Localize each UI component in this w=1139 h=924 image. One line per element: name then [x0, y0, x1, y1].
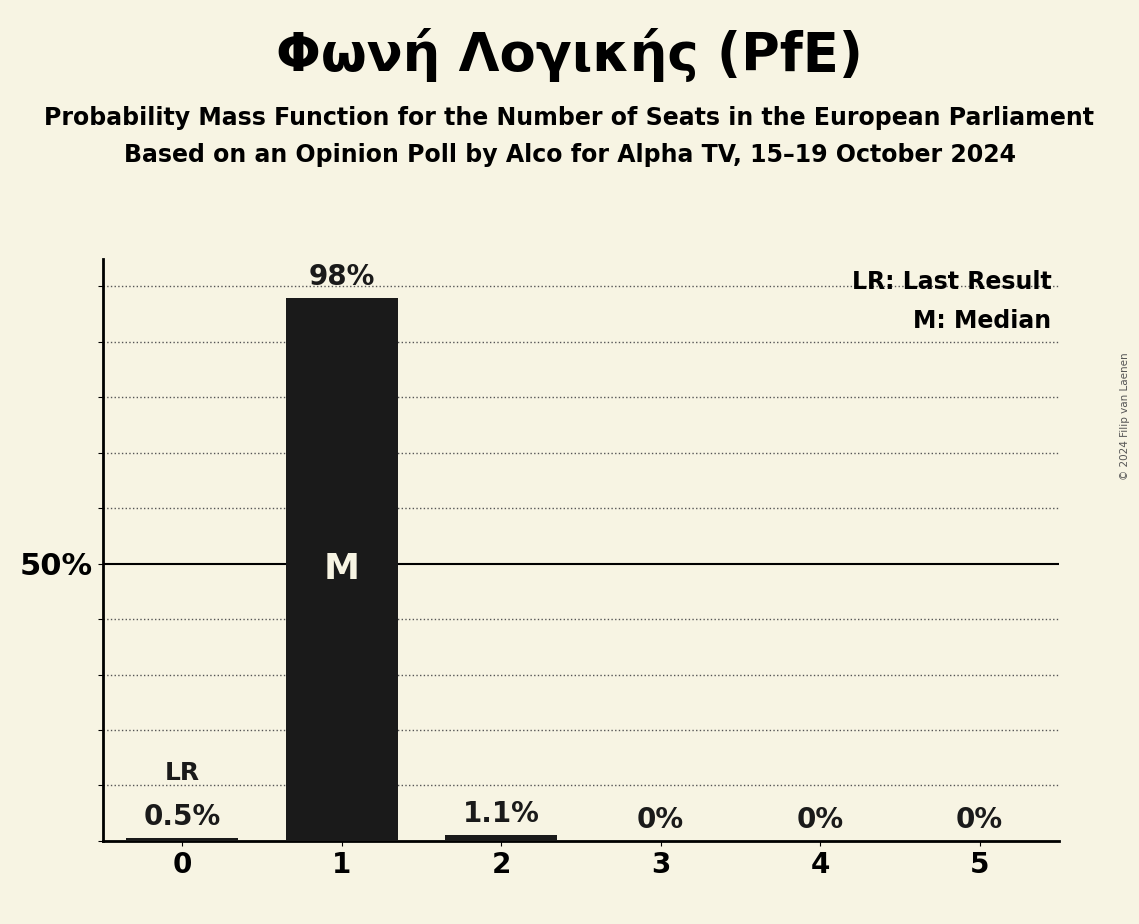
Text: Based on an Opinion Poll by Alco for Alpha TV, 15–19 October 2024: Based on an Opinion Poll by Alco for Alp… — [123, 143, 1016, 167]
Text: 1.1%: 1.1% — [462, 800, 540, 828]
Text: M: M — [323, 553, 360, 586]
Text: 0%: 0% — [637, 806, 685, 834]
Text: 0%: 0% — [796, 806, 844, 834]
Bar — [126, 838, 238, 841]
Text: LR: LR — [165, 761, 199, 785]
Text: © 2024 Filip van Laenen: © 2024 Filip van Laenen — [1121, 352, 1130, 480]
Bar — [445, 834, 557, 841]
Text: 0.5%: 0.5% — [144, 803, 221, 832]
Bar — [286, 298, 398, 841]
Text: 98%: 98% — [309, 262, 375, 291]
Text: M: Median: M: Median — [913, 309, 1051, 333]
Text: Φωνή Λογικής (PfE): Φωνή Λογικής (PfE) — [276, 28, 863, 81]
Text: 0%: 0% — [956, 806, 1003, 834]
Text: Probability Mass Function for the Number of Seats in the European Parliament: Probability Mass Function for the Number… — [44, 106, 1095, 130]
Text: LR: Last Result: LR: Last Result — [852, 270, 1051, 294]
